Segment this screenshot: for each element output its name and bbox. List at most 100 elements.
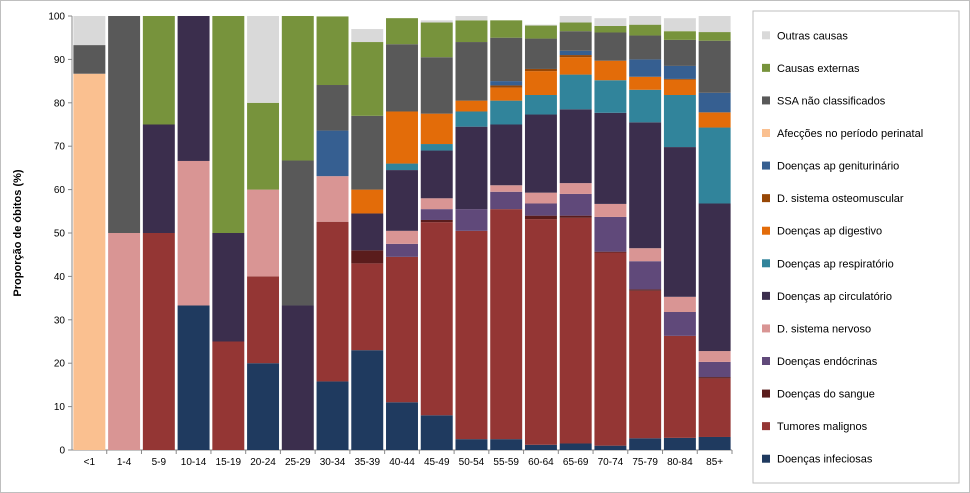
bar-segment [212, 341, 245, 450]
bar-segment [490, 85, 523, 88]
x-tick-label: 5-9 [152, 457, 167, 468]
legend-entry: Outras causas [777, 30, 848, 42]
legend-entry: Doenças do sangue [777, 389, 875, 401]
bar-segment [247, 363, 280, 450]
legend-swatch [762, 454, 770, 463]
legend-entry: Doenças endócrinas [777, 356, 878, 368]
bar-segment [247, 16, 280, 103]
bar-segment [73, 16, 106, 46]
bar-segment [386, 230, 418, 244]
x-tick-label: 40-44 [389, 457, 415, 468]
bar-segment [559, 31, 592, 51]
bar-segment [351, 263, 384, 351]
bar-segment [420, 222, 453, 416]
bar-segment [559, 74, 592, 110]
bar-segment [629, 438, 662, 450]
y-tick-label: 0 [59, 446, 65, 457]
x-tick-label: 65-69 [563, 457, 589, 468]
legend-entry: Tumores malignos [777, 421, 868, 433]
bar-segment [524, 203, 557, 216]
legend-swatch [762, 129, 770, 137]
legend-entry: Causas externas [777, 63, 860, 75]
bar-segment [490, 20, 523, 38]
y-tick-label: 80 [54, 98, 66, 109]
bar-segment [316, 16, 349, 85]
bar-segment [629, 59, 662, 77]
bar-segment [524, 94, 557, 115]
legend-entry: D. sistema osteomuscular [777, 193, 904, 205]
bar-segment [142, 16, 175, 125]
bar-segment [490, 37, 523, 82]
legend-swatch [762, 357, 770, 365]
bar-segment [698, 351, 731, 362]
bar-segment [524, 38, 557, 69]
legend-box [752, 10, 960, 484]
y-axis-label: Proporção de óbitos (%) [12, 169, 24, 296]
bar-segment [420, 415, 453, 450]
bar-segment [663, 79, 696, 95]
bar-segment [559, 16, 592, 23]
x-tick-label: 20-24 [250, 457, 276, 468]
bar-segment [663, 65, 696, 79]
x-tick-label: 35-39 [354, 457, 380, 468]
bar-segment [316, 130, 349, 177]
bar-segment [698, 203, 731, 352]
bar-segment [247, 189, 280, 277]
bar-segment [108, 16, 141, 233]
bar-segment [524, 215, 557, 220]
bar-segment [594, 25, 627, 33]
bar-segment [663, 31, 696, 40]
bar-segment [386, 170, 418, 231]
bar-segment [594, 112, 627, 204]
bar-segment [663, 296, 696, 312]
bar-segment [420, 150, 453, 199]
bar-segment [420, 209, 453, 220]
bar-segment [698, 436, 731, 450]
legend-entry: Doenças infeciosas [777, 454, 873, 466]
legend-entry: Afecções no período perinatal [777, 128, 923, 140]
x-tick-label: 10-14 [181, 457, 207, 468]
bar-segment [455, 111, 488, 127]
bar-segment [524, 24, 557, 26]
bar-segment [247, 102, 280, 190]
bar-segment [559, 55, 592, 58]
y-tick-label: 10 [54, 402, 66, 413]
bar-segment [663, 335, 696, 438]
x-tick-label: 80-84 [667, 457, 693, 468]
bar-segment [420, 57, 453, 114]
bar-segment [386, 18, 418, 45]
bar-segment [212, 16, 245, 233]
bar-segment [455, 42, 488, 101]
bar-segment [316, 176, 349, 222]
bar-segment [594, 60, 627, 81]
bar-segment [351, 29, 384, 43]
bar-segment [455, 126, 488, 210]
bar-segment [594, 32, 627, 61]
legend-swatch [762, 259, 770, 268]
bar-segment [490, 185, 523, 192]
bar-segment [490, 87, 523, 101]
bar-segment [594, 80, 627, 113]
bar-segment [559, 109, 592, 184]
bar-segment [629, 248, 662, 262]
legend-swatch [762, 291, 770, 300]
bar-segment [490, 100, 523, 125]
bar-segment [594, 203, 627, 217]
bar-segment [142, 233, 175, 450]
bar-segment [559, 22, 592, 32]
bar-segment [212, 233, 245, 342]
bar-segment [420, 113, 453, 145]
bar-segment [524, 71, 557, 95]
legend-entry: Doenças ap digestivo [777, 226, 882, 238]
x-tick-label: 50-54 [459, 457, 485, 468]
bar-segment [698, 361, 731, 378]
bar-segment [420, 144, 453, 151]
bar-segment [629, 89, 662, 123]
bar-segment [698, 40, 731, 93]
bar-segment [281, 16, 314, 161]
x-tick-label: 15-19 [216, 457, 242, 468]
x-tick-label: 75-79 [632, 457, 658, 468]
bar-segment [247, 276, 280, 364]
x-tick-label: 85+ [706, 457, 723, 468]
